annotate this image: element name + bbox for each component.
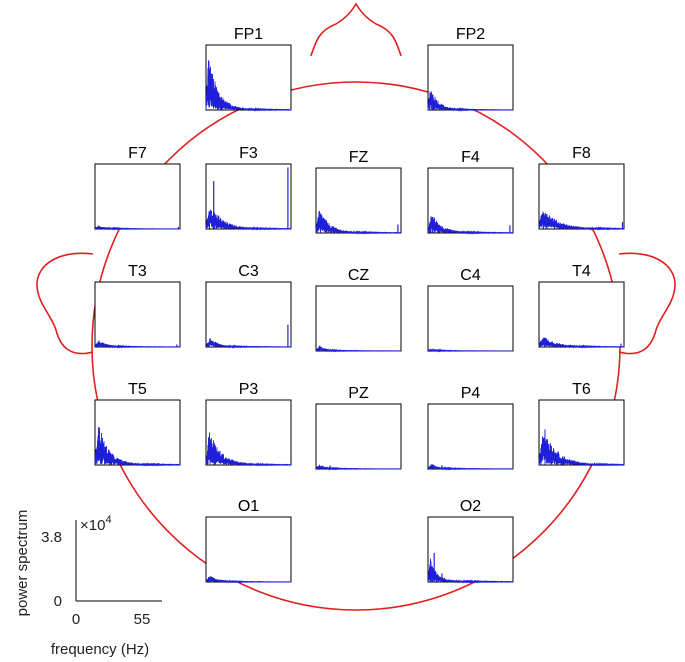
channel-label-o2: O2 <box>460 498 481 515</box>
spectrum-line-f3 <box>205 209 292 231</box>
spectrum-line-f8 <box>538 211 625 231</box>
panel-t5: T5 <box>94 381 181 467</box>
panel-frame-c4 <box>427 285 514 352</box>
panel-frame-o1 <box>205 516 292 583</box>
panel-p4: P4 <box>427 385 514 471</box>
panel-frame-o2 <box>427 516 514 583</box>
channel-label-t6: T6 <box>572 381 591 398</box>
left-ear-outline <box>36 252 94 355</box>
panel-pz: PZ <box>315 385 402 471</box>
spectrum-line-t3 <box>94 340 181 349</box>
panel-t6: T6 <box>538 381 625 467</box>
panel-frame-p4 <box>427 403 514 470</box>
panel-o1: O1 <box>205 498 292 584</box>
panel-frame-t3 <box>94 281 181 348</box>
channel-label-cz: CZ <box>348 267 370 284</box>
spectrum-line-c3 <box>205 337 292 349</box>
panel-fp1: FP1 <box>205 26 292 112</box>
spectrum-line-p3 <box>205 432 292 467</box>
spectrum-line-f4 <box>427 216 514 235</box>
panel-f4: F4 <box>427 149 514 235</box>
panel-p3: P3 <box>205 381 292 467</box>
scale-x-max-label: 55 <box>134 611 151 628</box>
channel-label-t4: T4 <box>572 263 591 280</box>
channel-label-fz: FZ <box>349 149 369 166</box>
panel-t4: T4 <box>538 263 625 349</box>
scale-y-min-label: 0 <box>54 593 62 610</box>
channel-label-p4: P4 <box>461 385 481 402</box>
panel-f8: F8 <box>538 145 625 231</box>
nose-outline <box>310 2 402 57</box>
scale-y-multiplier: ×104 <box>80 514 112 534</box>
spectrum-line-o1 <box>205 576 292 584</box>
panel-o2: O2 <box>427 498 514 584</box>
panel-frame-c3 <box>205 281 292 348</box>
panel-frame-pz <box>315 403 402 470</box>
right-ear-outline <box>618 252 676 355</box>
panel-frame-fz <box>315 167 402 234</box>
panel-cz: CZ <box>315 267 402 353</box>
panel-fz: FZ <box>315 149 402 235</box>
spectrum-line-fz <box>315 210 402 235</box>
electrode-panels: FP1 FP2 F7 F3 FZ F4 F8 T3 C3 CZ C4 T4 T5 P3 PZ P4 T6 O1 O2 <box>94 26 625 584</box>
panel-frame-cz <box>315 285 402 352</box>
channel-label-c3: C3 <box>238 263 259 280</box>
scale-y-axis-title: power spectrum <box>14 510 31 617</box>
spectrum-line-f7 <box>94 225 181 231</box>
channel-label-o1: O1 <box>238 498 259 515</box>
scale-y-max-label: 3.8 <box>41 529 62 546</box>
channel-label-fp1: FP1 <box>234 26 263 43</box>
panel-frame-f7 <box>94 163 181 230</box>
channel-label-p3: P3 <box>239 381 259 398</box>
channel-label-pz: PZ <box>348 385 369 402</box>
panel-f7: F7 <box>94 145 181 231</box>
channel-label-f3: F3 <box>239 145 258 162</box>
spectrum-line-cz <box>315 345 402 353</box>
spectrum-line-t6 <box>538 429 625 467</box>
panel-t3: T3 <box>94 263 181 349</box>
panel-c3: C3 <box>205 263 292 349</box>
panel-frame-f4 <box>427 167 514 234</box>
spectrum-line-t4 <box>538 337 625 349</box>
spectrum-line-c4 <box>427 347 514 353</box>
panel-c4: C4 <box>427 267 514 353</box>
panel-frame-fp2 <box>427 44 514 111</box>
channel-label-fp2: FP2 <box>456 26 485 43</box>
panel-frame-f8 <box>538 163 625 230</box>
channel-label-f7: F7 <box>128 145 147 162</box>
channel-label-f8: F8 <box>572 145 591 162</box>
scale-reference: 3.8 ×104 0 0 55 frequency (Hz) power spe… <box>14 510 162 658</box>
spectrum-line-fp1 <box>205 60 292 112</box>
panel-fp2: FP2 <box>427 26 514 112</box>
scale-x-min-label: 0 <box>72 611 80 628</box>
channel-label-f4: F4 <box>461 149 480 166</box>
channel-label-t5: T5 <box>128 381 147 398</box>
scale-x-axis-title: frequency (Hz) <box>51 641 149 658</box>
channel-label-t3: T3 <box>128 263 147 280</box>
panel-f3: F3 <box>205 145 292 231</box>
channel-label-c4: C4 <box>460 267 481 284</box>
spectrum-line-fp2 <box>427 91 514 112</box>
panel-frame-t4 <box>538 281 625 348</box>
spectrum-line-t5 <box>94 427 181 467</box>
